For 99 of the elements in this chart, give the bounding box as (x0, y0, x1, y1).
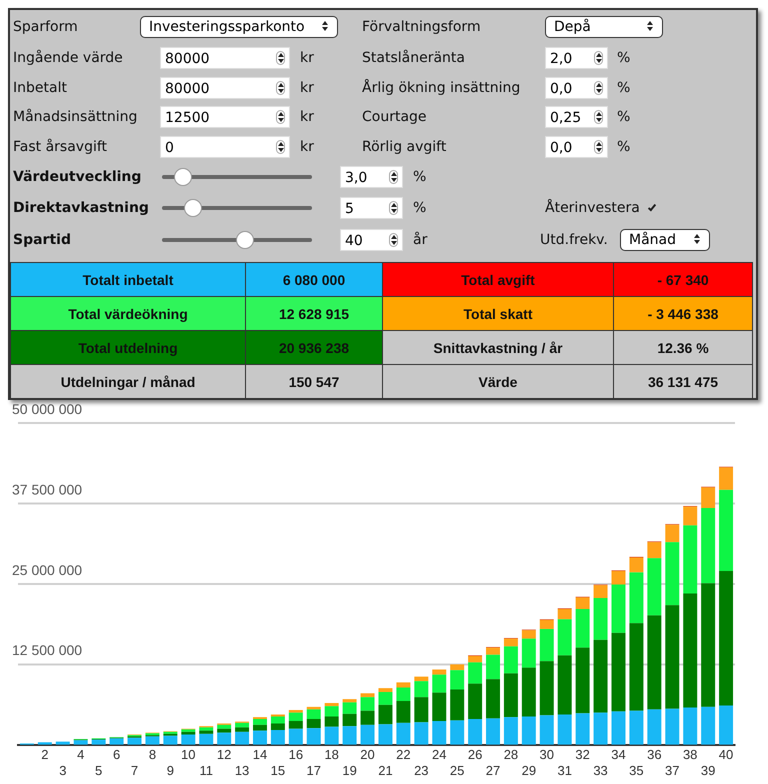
x-tick-label: 10 (181, 747, 196, 762)
x-tick-label: 8 (148, 747, 156, 762)
text: kr (300, 79, 314, 97)
text: Statslåneränta (362, 49, 465, 67)
text: % (617, 108, 630, 126)
x-tick-label: 17 (306, 762, 321, 778)
x-tick-label: 34 (611, 747, 626, 762)
text: Direktavkastning (13, 199, 149, 217)
x-tick-label: 24 (432, 747, 446, 762)
text: 0 (160, 136, 290, 158)
text: kr (300, 108, 314, 126)
text: kr (300, 138, 314, 156)
x-tick-label: 23 (414, 762, 429, 778)
text: 80000 (160, 77, 290, 99)
x-tick-label: 15 (270, 762, 286, 778)
text: Courtage (362, 108, 427, 126)
x-tick-label: 22 (396, 747, 411, 762)
x-tick-label: 25 (450, 762, 464, 778)
x-tick-label: 32 (575, 747, 590, 762)
x-tick-label: 13 (234, 762, 250, 778)
x-tick-label: 37 (665, 762, 680, 778)
x-tick-label: 40 (718, 747, 734, 762)
text: Fast årsavgift (13, 138, 108, 156)
text: Spartid (13, 231, 71, 249)
x-tick-label: 30 (540, 747, 554, 762)
x-tick-label: 7 (130, 762, 138, 778)
text: Ingående värde (13, 49, 123, 67)
text: 2,0 (545, 47, 608, 69)
text: Rörlig avgift (362, 138, 446, 156)
x-tick-label: 36 (647, 747, 662, 762)
x-tick-label: 11 (199, 762, 213, 778)
text: 12 628 915 (245, 296, 383, 331)
text: Snittavkastning / år (382, 330, 614, 365)
y-tick-label: 25 000 000 (12, 562, 82, 578)
y-tick-label: 12 500 000 (12, 642, 82, 658)
text: % (413, 199, 426, 217)
x-tick-label: 9 (166, 762, 174, 778)
x-tick-label: 28 (504, 747, 518, 762)
text: % (413, 168, 426, 186)
text: Depå (545, 16, 663, 38)
x-tick-label: 5 (95, 762, 102, 778)
text: Årlig ökning insättning (362, 79, 520, 97)
text: Återinvestera (545, 199, 640, 217)
x-tick-label: 2 (41, 747, 49, 762)
text: 20 936 238 (245, 330, 383, 365)
x-tick-label: 35 (629, 762, 644, 778)
text: 6 080 000 (245, 262, 383, 297)
text: Total utdelning (10, 330, 246, 365)
text: år (413, 231, 428, 249)
x-tick-label: 4 (77, 747, 84, 762)
y-tick-label: 37 500 000 (12, 481, 82, 498)
x-tick-label: 20 (360, 747, 375, 762)
x-tick-label: 31 (557, 762, 572, 778)
text: 150 547 (245, 364, 383, 399)
text: Utdelningar / månad (10, 364, 246, 399)
x-tick-label: 19 (342, 762, 357, 778)
text: % (617, 79, 630, 97)
text: Värdeutveckling (13, 168, 142, 186)
text: 0,0 (545, 136, 608, 158)
text: % (617, 138, 630, 156)
text: Månadsinsättning (13, 108, 138, 126)
y-tick-label: 50 000 000 (12, 400, 82, 417)
x-tick-label: 16 (288, 747, 304, 762)
text: % (617, 49, 630, 67)
text: 12500 (160, 106, 290, 128)
x-tick-label: 12 (216, 747, 232, 762)
text: 80000 (160, 47, 290, 69)
text: Inbetalt (13, 79, 67, 97)
x-tick-label: 27 (486, 762, 500, 778)
text: Förvaltningsform (362, 18, 481, 36)
text: 12.36 % (613, 330, 753, 365)
text: 0,25 (545, 106, 608, 128)
x-tick-label: 14 (252, 747, 268, 762)
text: 3,0 (340, 166, 403, 188)
x-tick-label: 26 (468, 747, 482, 762)
x-tick-label: 6 (112, 747, 120, 762)
text: Total skatt (382, 296, 614, 331)
x-tick-label: 18 (324, 747, 339, 762)
x-tick-label: 33 (593, 762, 608, 778)
x-tick-label: 21 (378, 762, 393, 778)
x-tick-label: 29 (522, 762, 536, 778)
text: 0,0 (545, 77, 608, 99)
x-tick-label: 38 (682, 747, 698, 762)
text: Totalt inbetalt (10, 262, 246, 297)
text: kr (300, 49, 314, 67)
text: Sparform (13, 18, 78, 36)
x-tick-label: 39 (700, 762, 716, 778)
text: - 3 446 338 (613, 296, 753, 331)
text: Total avgift (382, 262, 614, 297)
text: Utd.frekv. (540, 231, 608, 249)
text: 36 131 475 (613, 364, 753, 399)
text: Värde (382, 364, 614, 399)
text: Total värdeökning (10, 296, 246, 331)
text: Månad (620, 229, 710, 251)
x-tick-label: 3 (59, 762, 66, 778)
text: - 67 340 (613, 262, 753, 297)
text: 5 (340, 197, 403, 219)
text: 40 (340, 229, 403, 251)
text: Investeringssparkonto (140, 16, 338, 38)
